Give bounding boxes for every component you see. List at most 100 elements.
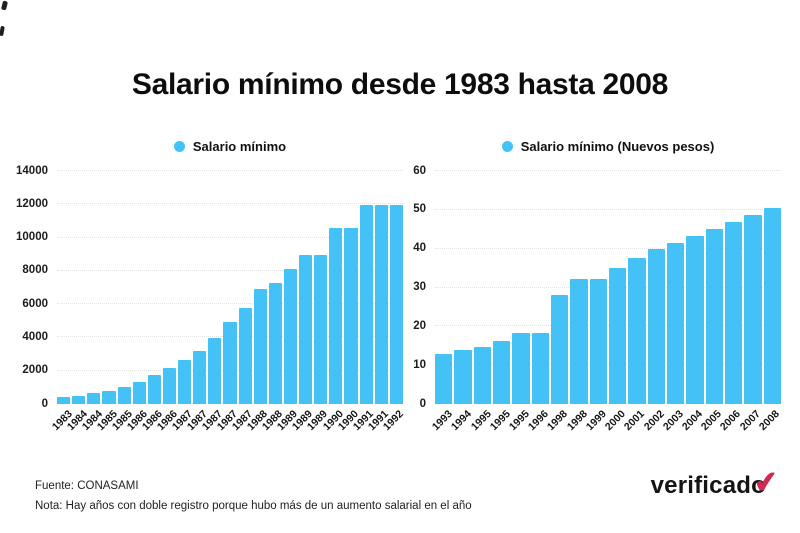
bar [344, 227, 358, 404]
y-tick-label: 12000 [16, 197, 48, 210]
legend-dot-icon [501, 141, 513, 152]
y-tick-label: 14000 [16, 164, 48, 177]
legend-right: Salario mínimo (Nuevos pesos) [435, 139, 781, 154]
bar [763, 207, 781, 404]
bar [117, 387, 131, 404]
gridline [435, 286, 781, 288]
y-tick-label: 60 [413, 164, 426, 177]
verificado-logo: verificado ✔ [650, 466, 780, 500]
check-icon: ✔ [751, 465, 780, 501]
bar [724, 221, 743, 404]
gridline [435, 170, 781, 171]
gridline [57, 269, 403, 271]
bar [359, 205, 373, 404]
bar [492, 340, 511, 404]
chart-salario-minimo-nuevos-pesos: Salario mínimo (Nuevos pesos) 0 10 20 30 40 5… [382, 139, 782, 459]
bar [223, 321, 237, 404]
gridline [435, 325, 781, 327]
bar [389, 205, 403, 404]
bar [329, 227, 343, 404]
gridline [435, 247, 781, 249]
y-tick-label: 10 [413, 358, 426, 371]
y-tick-label: 6000 [22, 297, 48, 310]
note-text: Nota: Hay años con doble registro porque… [35, 500, 472, 512]
y-tick-label: 2000 [22, 363, 48, 376]
gridline [57, 236, 403, 238]
bar [628, 258, 646, 404]
x-tick: 1999 [584, 405, 609, 455]
bar [72, 395, 86, 404]
bar [268, 282, 282, 404]
bar [550, 295, 569, 404]
x-tick: 1998 [565, 405, 590, 455]
plot-area-right [435, 170, 781, 404]
y-axis-right: 0 10 20 30 40 50 60 [382, 165, 430, 409]
corner-artifact [0, 25, 5, 37]
y-tick-label: 0 [41, 397, 48, 410]
x-axis-left: 1983 1984 1984 1985 1985 1986 1986 1986 1987 1987… [50, 405, 406, 455]
bar [162, 368, 176, 404]
bar [744, 214, 762, 404]
bar [87, 393, 101, 404]
y-tick-label: 0 [419, 397, 426, 410]
x-tick: 2001 [622, 405, 647, 455]
bar [238, 308, 252, 404]
bar [178, 359, 192, 404]
bar [705, 229, 723, 404]
legend-left: Salario mínimo [57, 139, 403, 154]
x-tick: 1993 [430, 405, 455, 455]
logo-text: verificado [650, 472, 766, 499]
bar [647, 249, 665, 404]
gridline [435, 208, 781, 210]
bar [299, 255, 313, 404]
source-text: Fuente: CONASAMI [35, 480, 139, 492]
y-tick-label: 4000 [22, 330, 48, 343]
x-tick: 1995 [488, 405, 513, 455]
bar [132, 381, 146, 404]
bar [374, 205, 388, 404]
x-tick: 2002 [641, 405, 666, 455]
bar [435, 353, 453, 404]
bar [454, 350, 472, 404]
gridline [435, 364, 781, 366]
legend-label: Salario mínimo (Nuevos pesos) [520, 139, 715, 154]
gridline [435, 403, 781, 404]
bar [608, 267, 627, 404]
bars-left [57, 171, 403, 404]
x-tick: 1995 [468, 405, 493, 455]
gridline [57, 170, 403, 171]
x-tick: 2008 [757, 405, 782, 455]
bar [686, 236, 704, 404]
bar [314, 255, 328, 404]
x-tick: 1996 [526, 405, 551, 455]
y-tick-label: 40 [413, 241, 426, 254]
x-axis-right: 1993 1994 1995 1995 1995 1996 1998 1998 1999 2000… [430, 405, 782, 455]
bar [589, 278, 607, 404]
x-tick: 1994 [449, 405, 474, 455]
bars-right [435, 171, 781, 404]
bar [531, 332, 549, 404]
legend-dot-icon [173, 141, 185, 152]
bar [666, 242, 685, 404]
chart-salario-minimo: Salario mínimo 0 2000 4000 6000 8000 10000 120… [4, 139, 406, 459]
bar [147, 374, 161, 404]
bar [208, 338, 222, 404]
x-tick: 1995 [507, 405, 532, 455]
bar [283, 269, 297, 404]
bar [57, 397, 71, 404]
y-tick-label: 8000 [22, 264, 48, 277]
x-tick: 1998 [545, 405, 570, 455]
corner-artifact [0, 0, 9, 11]
y-tick-label: 30 [413, 280, 426, 293]
bar [102, 390, 116, 404]
bar [473, 346, 491, 404]
x-tick: 2005 [699, 405, 724, 455]
bar [570, 278, 588, 404]
x-tick: 2003 [661, 405, 686, 455]
y-tick-label: 10000 [16, 230, 48, 243]
plot-area-left [57, 170, 403, 404]
gridline [57, 203, 403, 205]
x-tick: 2006 [718, 405, 743, 455]
gridline [57, 303, 403, 305]
